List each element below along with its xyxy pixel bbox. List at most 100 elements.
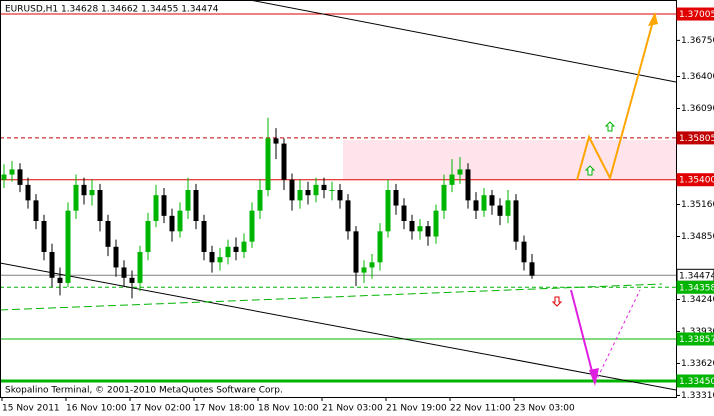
buy-arrow [584,165,596,176]
forecast-down [570,289,596,384]
level-label-box [676,7,714,21]
candle-body [329,190,335,192]
level-label-box [676,332,714,346]
candle-body [49,251,55,278]
y-tick-label: 1.36750 [681,36,714,46]
x-tick-label: 18 Nov 10:00 [258,404,319,414]
candle-body [401,205,407,222]
axes: 1.36750 1.36400 1.36090 1.35160 1.34850 1.342… [1,7,714,414]
candle-body [273,138,279,144]
y-tick-label: 1.34850 [681,232,714,242]
sell-arrow [551,296,563,307]
candle-body [137,251,143,283]
level-label: 1.35805 [679,134,714,144]
candle-body [385,190,391,232]
y-tick-label: 1.35160 [681,200,714,210]
candle-body [161,195,167,216]
candle-body [209,251,215,263]
candle-body [345,200,351,232]
x-tick-label: 21 Nov 03:00 [322,404,383,414]
y-tick-label: 1.33620 [681,359,714,369]
footer: Skopalino Terminal, © 2001-2010 MetaQuot… [5,386,283,396]
candle-body [25,184,31,201]
candle-body [73,184,79,211]
x-tick-label: 15 Nov 2011 [2,404,60,414]
level-label: 1.37005 [679,10,714,20]
candle-body [353,231,359,273]
x-tick-label: 16 Nov 10:00 [66,404,127,414]
zone [343,140,676,180]
level-label-box [676,173,714,187]
candle-body [281,143,287,180]
plot-frame [0,0,677,398]
channel-line [0,262,677,391]
candle-body [105,221,111,247]
x-tick-label: 22 Nov 11:00 [450,404,511,414]
x-tick-label: 23 Nov 03:00 [514,404,575,414]
candle-body [393,190,399,206]
candle-body [145,221,151,252]
candle-body [289,179,295,201]
candle-body [265,138,271,191]
candle-body [9,169,15,175]
buy-arrow [604,121,616,132]
candle-body [481,195,487,211]
candle-body [441,184,447,211]
level-label: 1.34474 [679,271,714,281]
arrow-head [648,12,658,26]
candle-body [81,184,87,196]
candle-body [193,190,199,222]
candle-body [409,221,415,232]
candle-body [97,190,103,222]
y-tick-label: 1.33310 [681,391,714,401]
candle-body [521,241,527,263]
candle-body [529,262,535,276]
candles [1,117,535,299]
candle-body [17,169,23,185]
level-label-box [676,374,714,388]
candle-body [417,226,423,232]
x-tick-label: 21 Nov 19:00 [386,404,447,414]
candle-body [201,221,207,252]
candle-body [225,246,231,258]
y-tick-label: 1.34240 [681,295,714,305]
candle-body [361,267,367,273]
candle-body [33,200,39,222]
levels [0,13,676,383]
candle-body [457,169,463,175]
x-tick-label: 17 Nov 18:00 [194,404,255,414]
candle-body [513,200,519,242]
candle-body [505,200,511,216]
candle-body [65,210,71,283]
chart-title: EURUSD,H1 1.34628 1.34662 1.34455 1.3447… [5,5,219,15]
candle-body [257,190,263,211]
forecast-up [576,13,656,181]
y-tick-label: 1.36400 [681,72,714,82]
arrow-head [589,368,599,386]
candle-body [129,277,135,283]
candle-body [297,190,303,201]
candle-body [497,205,503,216]
candle-body [121,267,127,278]
candle-body [249,210,255,242]
candle-body [305,190,311,196]
level-label: 1.33857 [679,335,714,345]
candle-body [321,184,327,191]
x-tick-label: 17 Nov 02:00 [130,404,191,414]
candle-body [241,241,247,252]
level-label: 1.35400 [679,176,714,186]
candle-body [153,195,159,222]
candle-body [489,195,495,206]
candle-body [233,246,239,252]
trend-line [0,283,663,311]
candle-body [369,262,375,268]
candle-body [425,226,431,237]
level-label: 1.34358 [679,283,714,293]
level-label-box [676,131,714,145]
candle-body [217,257,223,263]
candle-body [177,210,183,232]
channel-line [249,0,677,83]
candle-body [113,246,119,268]
